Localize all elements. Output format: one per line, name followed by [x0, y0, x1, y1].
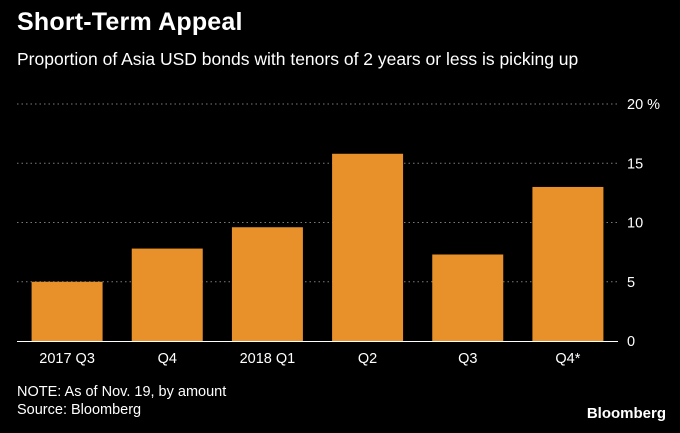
chart-note: NOTE: As of Nov. 19, by amount	[17, 384, 227, 400]
chart-title: Short-Term Appeal	[17, 8, 243, 36]
y-tick-label: 20 %	[627, 97, 660, 113]
x-tick-label: Q4	[158, 351, 177, 367]
chart-subtitle: Proportion of Asia USD bonds with tenors…	[17, 49, 579, 69]
x-tick-label: 2017 Q3	[39, 351, 95, 367]
bar	[231, 227, 303, 341]
bar	[432, 254, 504, 341]
chart-source: Source: Bloomberg	[17, 402, 142, 418]
x-tick-label: Q3	[458, 351, 477, 367]
x-tick-label: 2018 Q1	[240, 351, 296, 367]
x-tick-label: Q2	[358, 351, 377, 367]
bar	[131, 248, 203, 341]
x-tick-label: Q4*	[555, 351, 580, 367]
bloomberg-logo: Bloomberg	[586, 405, 666, 422]
y-tick-label: 10	[627, 216, 643, 232]
y-tick-label: 15	[627, 156, 643, 172]
bar	[31, 281, 103, 341]
bar	[532, 186, 604, 341]
bar	[332, 153, 404, 341]
y-tick-label: 5	[627, 275, 635, 291]
y-tick-label: 0	[627, 334, 635, 350]
